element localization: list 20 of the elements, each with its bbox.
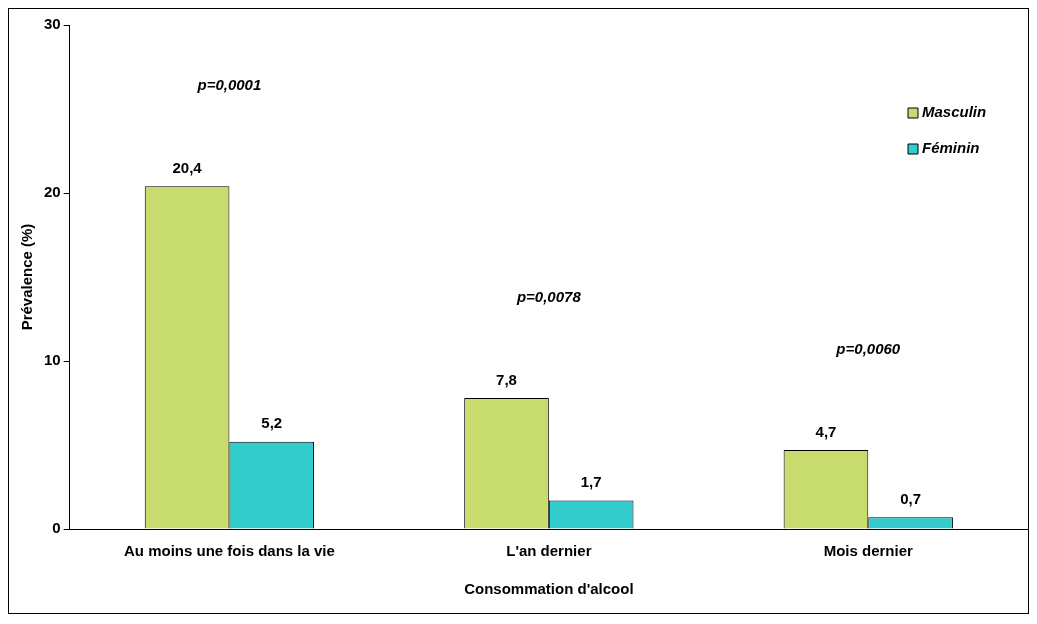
data-label: 4,7 — [815, 422, 837, 440]
x-tick-label: L'an dernier — [506, 542, 592, 560]
y-tick-label: 0 — [52, 519, 61, 537]
legend-label: Masculin — [922, 103, 987, 121]
x-axis-title: Consommation d'alcool — [464, 580, 634, 598]
y-tick-label: 30 — [44, 15, 61, 33]
y-tick-label: 20 — [44, 183, 61, 201]
data-label: 7,8 — [496, 370, 517, 388]
y-axis-title: Prévalence (%) — [18, 223, 36, 331]
x-tick-label: Au moins une fois dans la vie — [123, 542, 335, 560]
data-label: 20,4 — [172, 158, 203, 176]
data-label: 0,7 — [900, 489, 922, 507]
x-tick-label: Mois dernier — [823, 542, 914, 560]
annotation: p=0,0078 — [515, 288, 582, 306]
data-label: 1,7 — [580, 473, 602, 491]
y-tick-label: 10 — [44, 351, 61, 369]
legend-label: Féminin — [922, 139, 980, 157]
annotation: p=0,0060 — [835, 340, 901, 358]
annotation: p=0,0001 — [196, 76, 262, 94]
data-label: 5,2 — [261, 414, 283, 432]
